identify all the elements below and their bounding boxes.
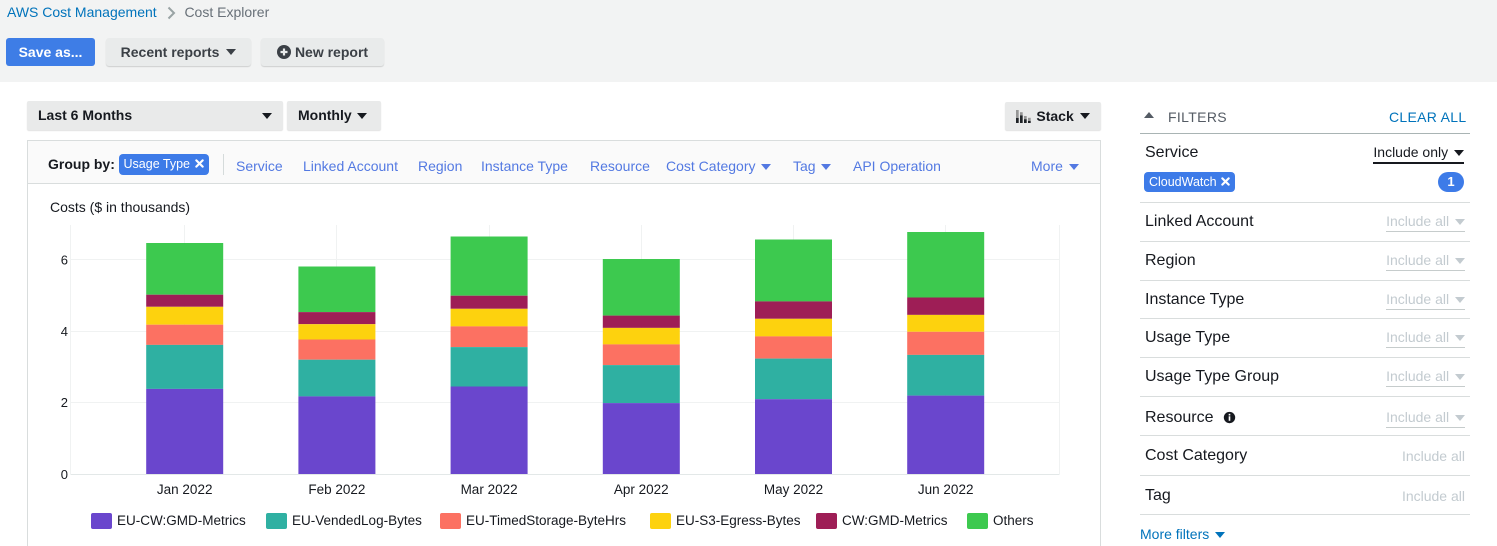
svg-text:Jan 2022: Jan 2022 — [157, 482, 213, 497]
svg-text:Jun 2022: Jun 2022 — [918, 482, 974, 497]
svg-text:4: 4 — [61, 324, 68, 339]
svg-text:Feb 2022: Feb 2022 — [308, 482, 365, 497]
svg-text:May 2022: May 2022 — [764, 482, 823, 497]
svg-text:Apr 2022: Apr 2022 — [614, 482, 669, 497]
svg-text:2: 2 — [61, 395, 68, 410]
svg-text:0: 0 — [61, 467, 68, 482]
svg-text:Mar 2022: Mar 2022 — [461, 482, 518, 497]
svg-text:6: 6 — [61, 253, 68, 268]
